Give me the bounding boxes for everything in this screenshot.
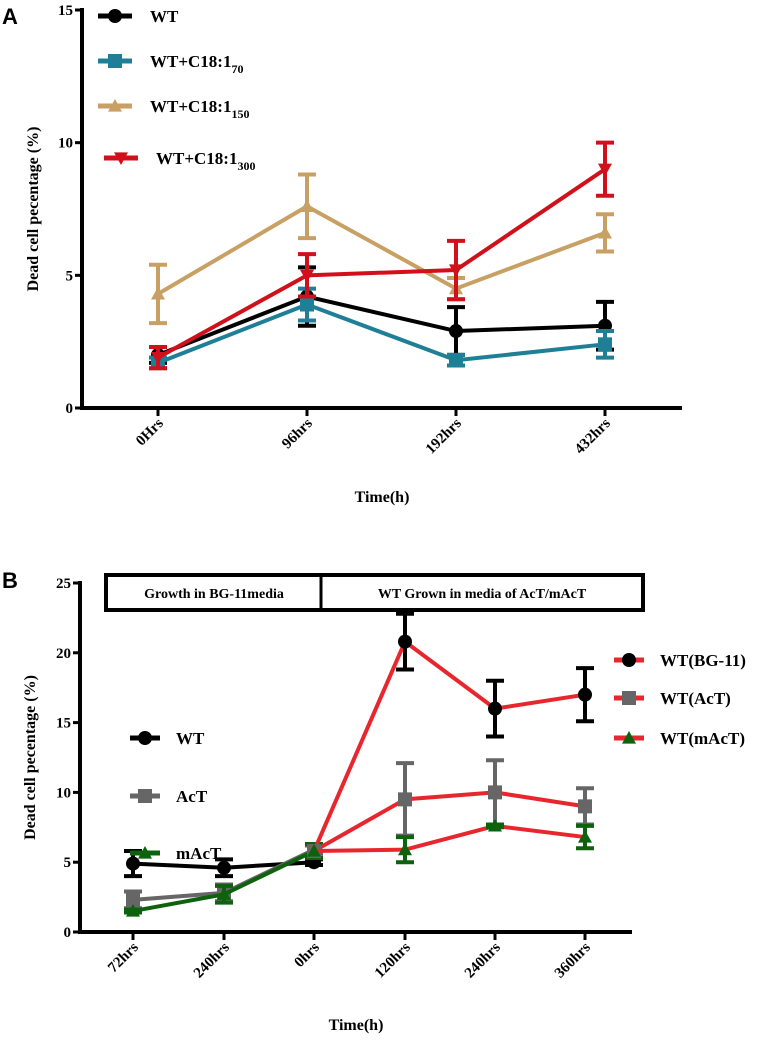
x-tick-label: 240hrs [462,939,504,981]
legend-label: AcT [176,787,208,806]
data-point [126,892,140,907]
legend-label: WT(AcT) [660,689,731,708]
data-point [449,324,463,339]
header-label: Growth in BG-11media [144,587,284,602]
legend-label: WT(mAcT) [660,729,745,748]
chart-a: 0 5 10 15 0Hrs 96hrs 192hrs 432hrs Time(h) Dead c… [25,3,682,506]
panel-label-a: A [2,4,18,29]
y-tick-label: 10 [56,785,71,801]
header-box [104,573,645,612]
series-wt-act- [307,758,594,859]
legend-marker [138,731,152,745]
x-tick-label: 432hrs [572,415,614,457]
series-line [157,294,606,357]
series-line [313,823,586,854]
data-point [488,701,502,716]
series-line [312,638,586,852]
legend-label: WT+C18:1150 [150,97,249,121]
y-tick-label: 20 [56,646,71,662]
y-tick-label: 5 [66,268,74,284]
legend-marker [114,152,128,165]
legend-label: WT+C18:1300 [156,149,255,173]
series-line [156,204,606,296]
y-tick-label: 15 [56,716,71,732]
x-tick-label: 0Hrs [133,415,167,449]
data-point [398,634,412,649]
x-tick-label: 120hrs [372,939,414,981]
legend-marker [108,9,122,23]
panel-label-b: B [2,568,18,593]
data-point [300,297,314,312]
legend-subscript: 300 [237,159,255,173]
data-point [578,830,592,843]
legend-label: WT+C18:170 [150,52,243,76]
data-point [126,904,140,917]
y-axis-label: Dead cell pecentage (%) [25,127,42,292]
legend-label: WT [150,7,179,26]
legend-marker [108,99,122,112]
header-label: WT Grown in media of AcT/mAcT [378,587,587,602]
data-point [126,856,140,871]
y-tick-label: 25 [56,576,71,592]
legend-label: mAcT [176,844,222,863]
legend-subscript: 70 [231,62,243,76]
legend-label: WT [176,729,205,748]
x-tick-label: 360hrs [552,939,594,981]
x-tick-label: 72hrs [105,939,142,976]
legend-marker [108,54,122,68]
x-tick-label: 240hrs [191,939,233,981]
legend-marker [622,731,636,744]
series-wt [149,265,614,365]
legend-marker [138,846,152,859]
data-point [217,887,231,900]
data-point [151,286,165,300]
data-point [307,844,321,857]
legend-marker [622,653,636,667]
data-point [578,799,592,814]
data-point [578,687,592,702]
series-line [313,790,586,853]
x-tick-label: 0hrs [291,939,322,970]
data-point [598,163,612,177]
data-point [151,351,165,365]
legend-label: WT(BG-11) [660,651,746,670]
series-wt-bg-11- [307,611,594,859]
data-point [217,860,231,875]
data-point [598,225,612,239]
y-tick-label: 10 [58,136,73,152]
data-point [488,785,502,800]
x-tick-label: 192hrs [423,415,465,457]
data-point [398,842,412,856]
x-axis-label: Time(h) [355,489,410,506]
chart-b: 0 5 10 15 20 25 72hrs 240hrs 0hrs 120hrs 240hrs 360… [22,573,746,1034]
data-point [300,199,314,212]
y-tick-label: 15 [58,3,73,19]
data-point [449,353,463,368]
y-axis-label: Dead cell pecentage (%) [22,675,39,840]
series-line [157,167,607,360]
data-point [488,818,502,832]
data-point [598,337,612,352]
data-point [449,264,463,278]
legend-subscript: 150 [231,107,249,121]
series-line [157,302,606,365]
x-axis-label: Time(h) [329,1017,384,1034]
legend-marker [622,691,636,705]
y-tick-label: 5 [64,855,72,871]
data-point [398,792,412,807]
y-tick-label: 0 [64,925,72,941]
y-tick-label: 0 [66,401,74,417]
x-tick-label: 96hrs [279,415,316,452]
series-wt-mact- [307,818,594,865]
series-wt-c18-1300 [149,140,614,371]
data-point [300,269,314,283]
series-wt-c18-1150 [149,172,614,326]
legend-marker [138,789,152,803]
